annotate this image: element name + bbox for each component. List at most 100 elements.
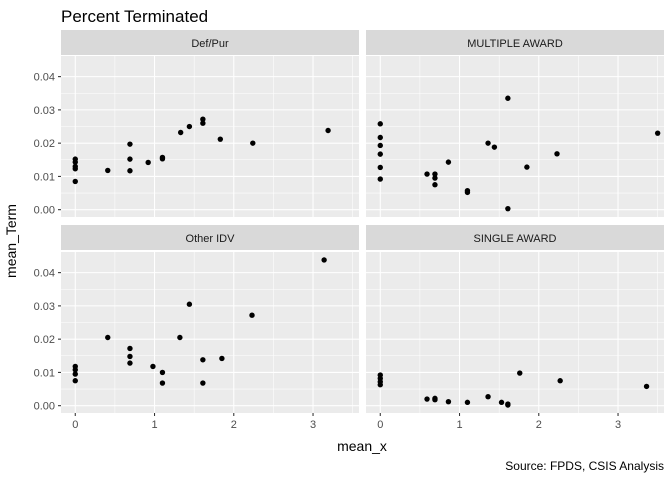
data-point [127,156,133,162]
data-point [557,378,563,384]
data-point [72,378,78,384]
x-tick-label: 3 [615,419,621,431]
panel-background [366,56,664,217]
data-point [464,399,471,406]
x-axis-title: mean_x [337,438,387,454]
data-point [325,127,331,134]
data-point [445,398,452,405]
facet-panel: SINGLE AWARD 0 1 2 3 [366,225,664,431]
data-point [445,159,452,165]
y-tick-label: 0.01 [34,171,55,183]
data-point [200,380,206,386]
data-point [186,301,193,307]
data-point [127,141,133,147]
x-tick-label: 0 [377,419,383,431]
data-point [200,116,206,122]
panel-background [61,252,359,413]
data-point [643,383,650,390]
y-tick-label: 0.02 [34,334,55,346]
y-tick-label: 0.03 [34,301,55,313]
data-point [377,142,383,149]
data-point [505,402,511,408]
x-tick-label: 0 [72,419,78,431]
data-point [432,171,438,177]
data-point [250,140,256,146]
y-tick-label: 0.03 [34,105,55,117]
data-point [105,167,111,174]
data-point [249,312,255,318]
data-point [177,129,184,136]
data-point [654,130,661,136]
data-point [159,369,166,376]
facet-strip [366,30,664,55]
y-tick-label: 0.01 [34,367,55,379]
data-point [377,151,383,157]
facet-panels: Def/Pur 0.00 0.01 0.02 0.03 0.04 MULTIPLE AWAR… [34,30,664,431]
y-tick-label: 0.04 [34,268,55,280]
data-point [485,394,491,400]
data-point [127,353,133,360]
chart-caption: Source: FPDS, CSIS Analysis [505,459,664,473]
data-point [200,120,206,126]
data-point [127,360,133,366]
y-tick-label: 0.00 [34,401,55,413]
y-tick-label: 0.02 [34,138,55,150]
data-point [105,334,111,341]
data-point [186,123,193,130]
data-point [432,182,438,188]
data-point [377,382,383,388]
data-point [321,257,327,263]
chart-title: Percent Terminated [61,7,208,26]
data-point [432,396,438,403]
data-point [200,357,206,363]
data-point [377,121,383,127]
data-point [464,189,471,196]
x-tick-label: 2 [536,419,542,431]
x-tick-label: 2 [231,419,237,431]
data-point [377,176,383,182]
data-point [217,136,224,142]
data-point [72,367,78,373]
facet-panel: MULTIPLE AWARD [366,30,664,217]
data-point [498,399,505,406]
data-point [150,363,156,370]
data-point [127,345,133,352]
data-point [485,140,491,146]
data-point [159,380,166,386]
data-point [505,95,511,101]
data-point [127,168,133,174]
data-point [72,159,78,165]
data-point [524,164,530,170]
data-point [424,171,430,177]
data-point [145,159,151,166]
facet-strip-label: Def/Pur [191,38,229,50]
y-tick-label: 0.00 [34,205,55,217]
x-tick-label: 1 [456,419,462,431]
data-point [491,144,498,150]
data-point [432,175,438,181]
facet-strip-label: SINGLE AWARD [474,233,557,245]
data-point [377,134,383,141]
data-point [72,371,78,377]
facet-strip [366,225,664,250]
x-tick-label: 3 [310,419,316,431]
data-point [377,164,383,171]
data-point [505,205,511,212]
facet-strip-label: Other IDV [186,233,236,245]
data-point [219,355,225,362]
y-axis-title: mean_Term [3,204,19,278]
facet-strip [61,30,359,55]
y-tick-label: 0.04 [34,72,55,84]
panel-background [61,56,359,217]
data-point [72,166,78,172]
data-point [177,334,183,341]
data-point [72,178,78,185]
data-point [554,151,560,157]
data-point [159,156,166,162]
facet-strip [61,225,359,250]
x-tick-label: 1 [151,419,157,431]
facet-strip-label: MULTIPLE AWARD [467,38,563,50]
facet-panel: Other IDV 0.00 0.01 0.02 0.03 0.04 0 1 2 3 [34,225,359,431]
facet-panel: Def/Pur 0.00 0.01 0.02 0.03 0.04 [34,30,359,217]
